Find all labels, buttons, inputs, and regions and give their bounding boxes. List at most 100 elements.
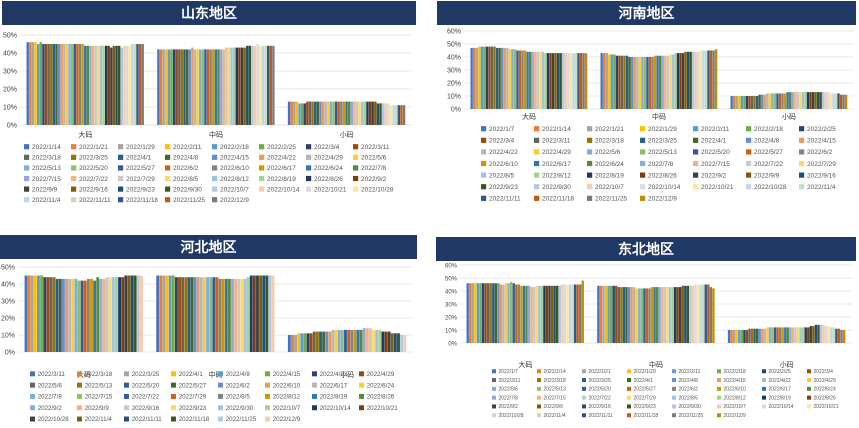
legend-swatch [481, 160, 487, 167]
legend-swatch [807, 404, 811, 409]
bar [604, 285, 608, 343]
legend-swatch [312, 371, 317, 377]
bar [518, 50, 522, 109]
bar [238, 47, 241, 125]
legend-swatch [265, 405, 270, 411]
bar [65, 278, 68, 352]
bar [178, 49, 181, 125]
legend-swatch [124, 393, 129, 399]
legend-swatch [762, 378, 766, 383]
bar [605, 53, 608, 109]
bar [389, 105, 393, 125]
bar [527, 285, 531, 343]
legend-label: 2022/6/17 [267, 165, 296, 172]
legend-label: 2022/5/20 [589, 387, 611, 393]
legend-swatch [582, 413, 586, 418]
bar [170, 49, 173, 125]
legend-label: 2022/1/29 [126, 144, 155, 151]
bar [617, 287, 621, 343]
category-label: 大码 [518, 360, 532, 369]
legend-swatch [807, 378, 811, 383]
bar [340, 329, 344, 352]
bar [234, 278, 238, 352]
bar [37, 275, 40, 352]
legend-label: 2022/9/30 [226, 405, 254, 412]
bar [508, 49, 511, 109]
chart-title: 河南地区 [437, 1, 856, 25]
legend-label: 2022/6/17 [769, 387, 791, 393]
legend-swatch [71, 175, 77, 182]
bar [193, 49, 197, 125]
bar [240, 47, 244, 125]
legend-swatch [746, 126, 752, 132]
bar [36, 44, 40, 125]
legend-swatch [212, 175, 218, 182]
legend-swatch [312, 382, 317, 388]
bar [287, 101, 291, 125]
legend-label: 2022/10/21 [814, 404, 839, 410]
legend-label: 2022/7/15 [85, 394, 113, 401]
legend-label: 2022/12/9 [724, 413, 746, 419]
legend-label: 2022/2/11 [173, 144, 202, 151]
legend-swatch [24, 154, 30, 160]
bar [543, 285, 546, 343]
legend-swatch [212, 186, 218, 192]
legend-label: 2022/6/24 [814, 387, 836, 393]
bar [502, 284, 505, 343]
bar [188, 49, 191, 125]
legend-swatch [218, 371, 223, 377]
bar [243, 47, 246, 125]
legend-swatch [124, 405, 129, 411]
bar [476, 283, 480, 343]
legend-label: 2022/11/25 [173, 197, 205, 204]
y-tick-label: 60% [447, 29, 461, 36]
legend-label: 2022/7/8 [38, 394, 63, 401]
legend-label: 2022/4/1 [634, 378, 654, 384]
bar [395, 105, 398, 125]
legend-label: 2022/3/11 [499, 378, 521, 384]
bar [789, 92, 792, 109]
bar [187, 277, 191, 352]
legend-label: 2022/7/22 [754, 161, 783, 168]
legend-label: 2022/4/15 [724, 378, 746, 384]
legend-swatch [799, 160, 805, 167]
legend-label: 2022/5/13 [85, 382, 113, 389]
bar [77, 280, 81, 352]
legend-label: 2022/7/15 [544, 395, 566, 401]
bar [686, 285, 690, 343]
bar [534, 51, 537, 109]
bar [568, 284, 572, 343]
bar [844, 94, 848, 109]
legend-swatch [640, 160, 646, 167]
legend-label: 2022/8/12 [220, 176, 249, 183]
bar [704, 284, 707, 343]
bar [272, 45, 275, 125]
bar [474, 283, 477, 343]
legend-swatch [672, 413, 676, 418]
bar [702, 50, 705, 109]
bar [251, 45, 254, 125]
bar [778, 93, 782, 109]
bar [178, 277, 181, 352]
bar [218, 278, 222, 352]
bar [671, 287, 674, 343]
legend-label: 2022/10/7 [220, 186, 249, 193]
bar [679, 287, 682, 343]
legend-label: 2022/6/10 [489, 161, 518, 168]
legend-swatch [672, 369, 676, 374]
bar [745, 96, 749, 109]
legend-swatch [640, 149, 646, 155]
bar [529, 51, 532, 109]
bar [39, 42, 43, 126]
bar [692, 51, 695, 109]
bar [322, 331, 326, 352]
bar [544, 53, 547, 109]
bar [191, 47, 194, 125]
bar [669, 54, 672, 109]
bar [97, 45, 100, 125]
legend-label: 2022/11/4 [544, 413, 566, 419]
y-tick-label: 20% [447, 81, 461, 88]
bar [76, 44, 79, 125]
y-tick-label: 40% [3, 51, 17, 58]
bar [479, 283, 482, 343]
